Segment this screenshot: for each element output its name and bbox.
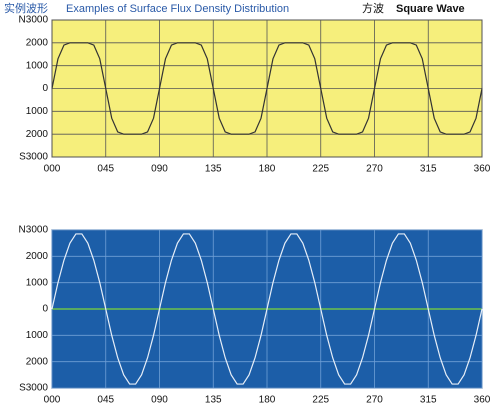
y-tick-label: S3000	[19, 383, 48, 394]
x-tick-label: 135	[205, 164, 222, 175]
x-tick-label: 000	[44, 164, 61, 175]
wave-cn: 方波	[362, 1, 384, 15]
y-tick-label: 2000	[26, 37, 49, 48]
x-tick-label: 360	[474, 395, 490, 406]
x-tick-label: 180	[259, 395, 276, 406]
y-tick-label: 1000	[26, 277, 49, 288]
y-tick-label: 2000	[26, 356, 49, 367]
x-tick-label: 135	[205, 395, 222, 406]
wave-en: Square Wave	[396, 3, 465, 15]
x-tick-label: 315	[420, 164, 437, 175]
x-tick-label: 180	[259, 164, 276, 175]
x-tick-label: 045	[97, 164, 114, 175]
x-tick-label: 090	[151, 395, 168, 406]
y-tick-label: 1000	[26, 106, 49, 117]
y-tick-label: 0	[42, 304, 48, 315]
x-tick-label: 090	[151, 164, 168, 175]
y-tick-label: S3000	[19, 152, 48, 163]
y-tick-label: 2000	[26, 129, 49, 140]
x-tick-label: 225	[312, 164, 329, 175]
y-tick-label: N3000	[19, 15, 49, 26]
line-series	[51, 233, 483, 385]
header-title: Examples of Surface Flux Density Distrib…	[66, 3, 289, 15]
x-tick-label: 000	[44, 395, 61, 406]
y-tick-label: 0	[42, 83, 48, 94]
y-tick-label: 1000	[26, 330, 49, 341]
line-series	[51, 42, 483, 135]
x-tick-label: 360	[474, 164, 490, 175]
y-tick-label: 1000	[26, 60, 49, 71]
y-tick-label: 2000	[26, 251, 49, 262]
y-tick-label: N3000	[19, 225, 49, 236]
x-tick-label: 225	[312, 395, 329, 406]
x-tick-label: 315	[420, 395, 437, 406]
x-tick-label: 270	[366, 164, 383, 175]
x-tick-label: 045	[97, 395, 114, 406]
label-cn: 实例波形	[4, 1, 48, 15]
x-tick-label: 270	[366, 395, 383, 406]
